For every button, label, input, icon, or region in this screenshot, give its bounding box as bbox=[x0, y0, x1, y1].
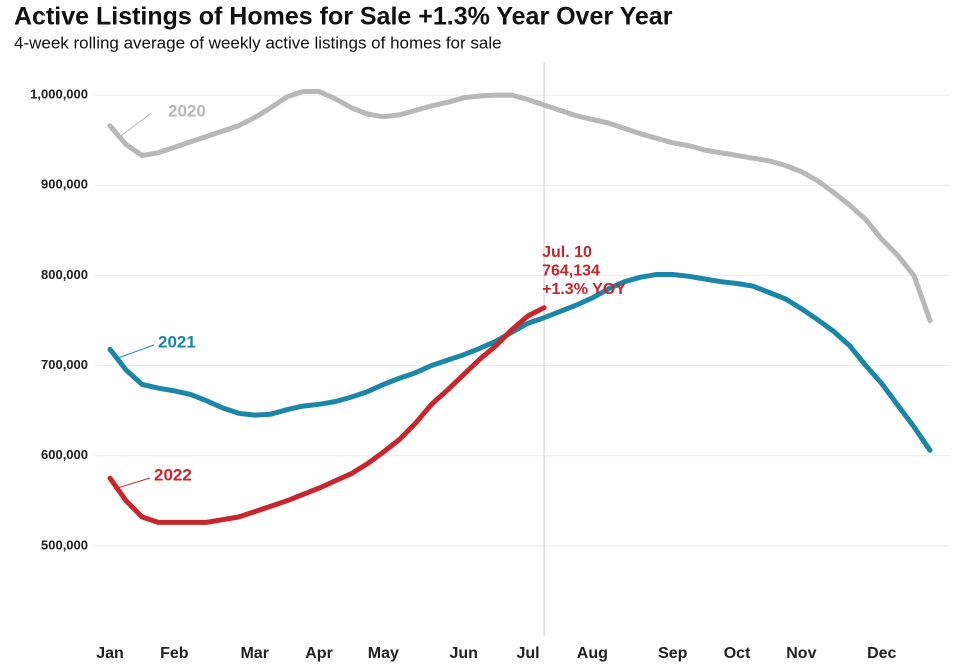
label-leader bbox=[113, 477, 151, 490]
label-leader bbox=[117, 344, 155, 359]
y-tick-label: 1,000,000 bbox=[30, 87, 88, 102]
x-tick-label: Jan bbox=[96, 645, 124, 662]
label-leader bbox=[117, 113, 151, 139]
x-tick-label: Apr bbox=[305, 645, 333, 662]
series-label: 2022 bbox=[154, 465, 192, 484]
y-tick-label: 900,000 bbox=[41, 177, 88, 192]
x-tick-label: Jun bbox=[449, 645, 477, 662]
series-line bbox=[107, 305, 547, 525]
chart-title: Active Listings of Homes for Sale +1.3% … bbox=[14, 3, 673, 31]
x-tick-label: Dec bbox=[867, 645, 896, 662]
x-tick-label: Nov bbox=[786, 645, 816, 662]
annotation-text: Jul. 10 bbox=[542, 244, 592, 261]
series-label: 2021 bbox=[158, 332, 196, 351]
y-tick-label: 600,000 bbox=[41, 447, 88, 462]
x-tick-label: Feb bbox=[160, 645, 189, 662]
series-label: 2020 bbox=[168, 101, 206, 120]
x-tick-label: May bbox=[368, 645, 399, 662]
y-tick-label: 800,000 bbox=[41, 267, 88, 282]
annotation-text: 764,134 bbox=[542, 263, 600, 280]
series-line bbox=[107, 272, 933, 453]
series-line bbox=[107, 89, 933, 323]
y-tick-label: 700,000 bbox=[41, 357, 88, 372]
y-tick-label: 500,000 bbox=[41, 537, 88, 552]
annotation-text: +1.3% YOY bbox=[542, 281, 626, 298]
x-tick-label: Jul bbox=[516, 645, 539, 662]
x-tick-label: Mar bbox=[240, 645, 268, 662]
x-tick-label: Sep bbox=[658, 645, 688, 662]
chart-subtitle: 4-week rolling average of weekly active … bbox=[14, 33, 502, 52]
x-tick-label: Oct bbox=[724, 645, 751, 662]
x-tick-label: Aug bbox=[577, 645, 608, 662]
